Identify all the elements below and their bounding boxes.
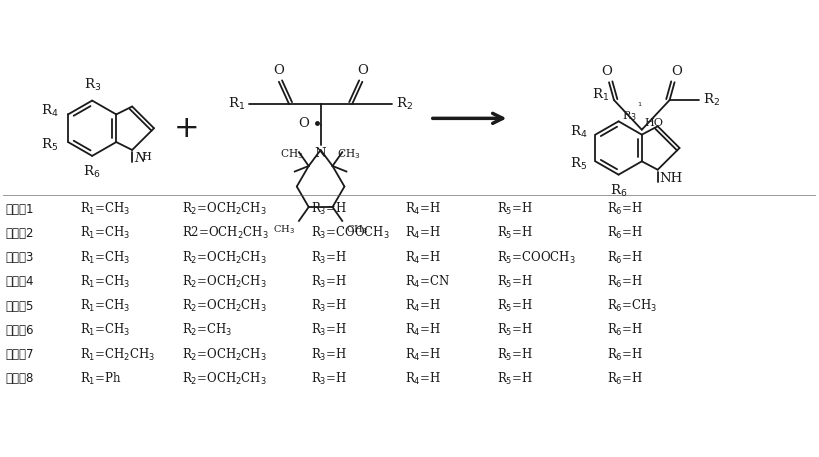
- Text: R$_5$=COOCH$_3$: R$_5$=COOCH$_3$: [497, 250, 576, 266]
- Text: R$_1$=CH$_3$: R$_1$=CH$_3$: [80, 298, 130, 314]
- Text: R$_6$=CH$_3$: R$_6$=CH$_3$: [607, 298, 657, 314]
- Text: O: O: [357, 64, 368, 77]
- Text: R$_5$=H: R$_5$=H: [497, 201, 533, 217]
- Text: R$_5$=H: R$_5$=H: [497, 322, 533, 338]
- Text: R$_5$=H: R$_5$=H: [497, 298, 533, 314]
- Text: R$_5$=H: R$_5$=H: [497, 225, 533, 241]
- Text: R$_6$=H: R$_6$=H: [607, 322, 643, 338]
- Text: R$_3$=H: R$_3$=H: [310, 322, 346, 338]
- Text: O: O: [274, 64, 284, 77]
- Text: NH: NH: [659, 172, 683, 185]
- Text: R$_3$=COOCH$_3$: R$_3$=COOCH$_3$: [310, 225, 389, 241]
- Text: R$_5$=H: R$_5$=H: [497, 274, 533, 290]
- Text: R$_5$=H: R$_5$=H: [497, 346, 533, 362]
- Text: R$_3$=H: R$_3$=H: [310, 346, 346, 362]
- Text: R$_4$=H: R$_4$=H: [405, 250, 441, 266]
- Text: R$_3$=H: R$_3$=H: [310, 298, 346, 314]
- Text: R$_6$=H: R$_6$=H: [607, 201, 643, 217]
- Text: O: O: [298, 117, 309, 130]
- Text: R$_2$=OCH$_2$CH$_3$: R$_2$=OCH$_2$CH$_3$: [182, 250, 266, 266]
- Text: R$_1$=CH$_3$: R$_1$=CH$_3$: [80, 250, 130, 266]
- Text: R2=OCH$_2$CH$_3$: R2=OCH$_2$CH$_3$: [182, 225, 268, 241]
- Text: O: O: [671, 65, 682, 78]
- Text: R$_1$=CH$_3$: R$_1$=CH$_3$: [80, 225, 130, 241]
- Text: R$_3$=H: R$_3$=H: [310, 274, 346, 290]
- Text: R$_4$: R$_4$: [570, 124, 587, 140]
- Text: R$_4$=H: R$_4$=H: [405, 371, 441, 387]
- Text: R$_5$: R$_5$: [41, 137, 58, 153]
- Text: 化合牧8: 化合牧8: [6, 372, 34, 385]
- Text: O: O: [602, 65, 613, 78]
- Text: 化合牧2: 化合牧2: [6, 227, 34, 240]
- Text: CH$_3$: CH$_3$: [346, 223, 369, 236]
- Text: R$_6$: R$_6$: [84, 164, 101, 180]
- Text: R$_4$=CN: R$_4$=CN: [405, 274, 450, 290]
- Text: R$_4$=H: R$_4$=H: [405, 298, 441, 314]
- Text: R$_1$: R$_1$: [228, 96, 245, 112]
- Text: HO: HO: [645, 118, 663, 128]
- Text: CH$_3$: CH$_3$: [273, 223, 295, 236]
- Text: R$_1$=CH$_3$: R$_1$=CH$_3$: [80, 274, 130, 290]
- Text: +: +: [174, 114, 199, 143]
- Text: R$_1$=CH$_3$: R$_1$=CH$_3$: [80, 322, 130, 338]
- Text: R$_1$=CH$_3$: R$_1$=CH$_3$: [80, 201, 130, 217]
- Text: R$_3$=H: R$_3$=H: [310, 371, 346, 387]
- Text: R$_4$=H: R$_4$=H: [405, 346, 441, 362]
- Text: R$_2$=OCH$_2$CH$_3$: R$_2$=OCH$_2$CH$_3$: [182, 274, 266, 290]
- Text: R$_2$=OCH$_2$CH$_3$: R$_2$=OCH$_2$CH$_3$: [182, 371, 266, 387]
- Text: CH$_3$: CH$_3$: [280, 147, 304, 161]
- Text: 化合牧6: 化合牧6: [6, 324, 34, 337]
- Text: R$_6$=H: R$_6$=H: [607, 274, 643, 290]
- Text: R$_6$=H: R$_6$=H: [607, 250, 643, 266]
- Text: R$_4$=H: R$_4$=H: [405, 322, 441, 338]
- Text: R$_3$: R$_3$: [84, 77, 101, 93]
- Text: R$_2$=CH$_3$: R$_2$=CH$_3$: [182, 322, 232, 338]
- Text: R$_6$=H: R$_6$=H: [607, 346, 643, 362]
- Text: R$_2$: R$_2$: [396, 96, 413, 112]
- Text: CH$_3$: CH$_3$: [337, 147, 361, 161]
- Text: R$_4$=H: R$_4$=H: [405, 201, 441, 217]
- Text: R$_3$=H: R$_3$=H: [310, 201, 346, 217]
- Text: 化合牧5: 化合牧5: [6, 299, 34, 313]
- Text: R$_6$=H: R$_6$=H: [607, 225, 643, 241]
- Text: R$_1$=Ph: R$_1$=Ph: [80, 371, 122, 387]
- Text: R$_1$: R$_1$: [592, 87, 609, 103]
- Text: $^1$: $^1$: [637, 101, 642, 111]
- Text: R$_4$=H: R$_4$=H: [405, 225, 441, 241]
- Text: R$_1$=CH$_2$CH$_3$: R$_1$=CH$_2$CH$_3$: [80, 346, 156, 362]
- Text: 化合牧1: 化合牧1: [6, 203, 34, 216]
- Text: R$_5$=H: R$_5$=H: [497, 371, 533, 387]
- Text: N: N: [314, 147, 327, 160]
- Text: R$_2$: R$_2$: [704, 92, 721, 108]
- Text: N: N: [134, 152, 146, 165]
- Text: R$_6$=H: R$_6$=H: [607, 371, 643, 387]
- Text: 化合牧3: 化合牧3: [6, 251, 34, 264]
- Text: R$_2$=OCH$_2$CH$_3$: R$_2$=OCH$_2$CH$_3$: [182, 346, 266, 362]
- Text: H: H: [141, 152, 151, 162]
- Text: R$_5$: R$_5$: [570, 156, 587, 172]
- Text: R$_2$=OCH$_2$CH$_3$: R$_2$=OCH$_2$CH$_3$: [182, 201, 266, 217]
- Text: R$_6$: R$_6$: [610, 182, 627, 199]
- Text: R$_3$: R$_3$: [622, 109, 637, 123]
- Text: R$_4$: R$_4$: [41, 103, 58, 119]
- Text: 化合牧7: 化合牧7: [6, 348, 34, 361]
- Text: R$_2$=OCH$_2$CH$_3$: R$_2$=OCH$_2$CH$_3$: [182, 298, 266, 314]
- Text: R$_3$=H: R$_3$=H: [310, 250, 346, 266]
- Text: 化合牧4: 化合牧4: [6, 276, 34, 288]
